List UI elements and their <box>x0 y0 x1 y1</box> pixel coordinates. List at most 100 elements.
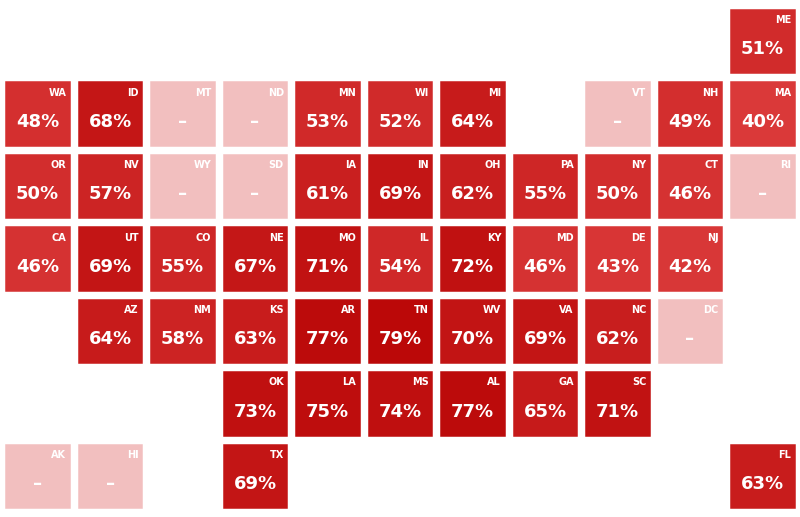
FancyBboxPatch shape <box>583 224 652 293</box>
Text: NV: NV <box>123 160 139 170</box>
FancyBboxPatch shape <box>438 297 506 365</box>
Text: ME: ME <box>775 15 791 25</box>
Text: IL: IL <box>419 233 429 242</box>
Text: 69%: 69% <box>378 185 422 203</box>
FancyBboxPatch shape <box>294 297 362 365</box>
Text: AZ: AZ <box>124 305 139 315</box>
Text: NJ: NJ <box>707 233 718 242</box>
FancyBboxPatch shape <box>510 224 579 293</box>
Text: 69%: 69% <box>234 475 277 493</box>
Text: MD: MD <box>556 233 574 242</box>
Text: 61%: 61% <box>306 185 349 203</box>
Text: 62%: 62% <box>596 330 639 348</box>
Text: 68%: 68% <box>89 113 132 131</box>
FancyBboxPatch shape <box>366 152 434 220</box>
Text: KS: KS <box>269 305 284 315</box>
Text: TX: TX <box>270 450 284 460</box>
FancyBboxPatch shape <box>728 442 797 510</box>
Text: 64%: 64% <box>89 330 132 348</box>
FancyBboxPatch shape <box>438 224 506 293</box>
Text: DE: DE <box>631 233 646 242</box>
FancyBboxPatch shape <box>221 224 290 293</box>
Text: NE: NE <box>269 233 284 242</box>
Text: 55%: 55% <box>523 185 566 203</box>
Text: MA: MA <box>774 87 791 98</box>
Text: NH: NH <box>702 87 718 98</box>
Text: VA: VA <box>559 305 574 315</box>
Text: PA: PA <box>560 160 574 170</box>
FancyBboxPatch shape <box>728 7 797 75</box>
Text: 71%: 71% <box>306 257 349 276</box>
FancyBboxPatch shape <box>438 79 506 148</box>
Text: –: – <box>178 185 187 203</box>
FancyBboxPatch shape <box>583 152 652 220</box>
Text: –: – <box>33 475 42 493</box>
Text: 63%: 63% <box>234 330 277 348</box>
Text: 40%: 40% <box>741 113 784 131</box>
Text: AL: AL <box>487 377 501 387</box>
FancyBboxPatch shape <box>148 79 217 148</box>
Text: GA: GA <box>558 377 574 387</box>
Text: CO: CO <box>196 233 211 242</box>
Text: NY: NY <box>631 160 646 170</box>
Text: DC: DC <box>703 305 718 315</box>
Text: 70%: 70% <box>451 330 494 348</box>
Text: WY: WY <box>194 160 211 170</box>
Text: 51%: 51% <box>741 40 784 58</box>
Text: 73%: 73% <box>234 403 277 421</box>
Text: AK: AK <box>51 450 66 460</box>
FancyBboxPatch shape <box>583 369 652 438</box>
FancyBboxPatch shape <box>3 442 72 510</box>
Text: 63%: 63% <box>741 475 784 493</box>
Text: WV: WV <box>483 305 501 315</box>
Text: SC: SC <box>632 377 646 387</box>
FancyBboxPatch shape <box>656 224 724 293</box>
FancyBboxPatch shape <box>76 297 144 365</box>
FancyBboxPatch shape <box>366 297 434 365</box>
Text: –: – <box>250 185 260 203</box>
Text: 52%: 52% <box>378 113 422 131</box>
Text: 62%: 62% <box>451 185 494 203</box>
Text: WI: WI <box>414 87 429 98</box>
Text: 69%: 69% <box>89 257 132 276</box>
FancyBboxPatch shape <box>656 152 724 220</box>
Text: AR: AR <box>342 305 356 315</box>
Text: HI: HI <box>127 450 139 460</box>
FancyBboxPatch shape <box>221 369 290 438</box>
Text: 46%: 46% <box>16 257 59 276</box>
Text: 50%: 50% <box>16 185 59 203</box>
Text: –: – <box>250 113 260 131</box>
Text: OK: OK <box>268 377 284 387</box>
FancyBboxPatch shape <box>728 152 797 220</box>
Text: 46%: 46% <box>668 185 711 203</box>
FancyBboxPatch shape <box>438 369 506 438</box>
Text: 49%: 49% <box>668 113 711 131</box>
Text: 77%: 77% <box>306 330 349 348</box>
FancyBboxPatch shape <box>3 224 72 293</box>
FancyBboxPatch shape <box>3 152 72 220</box>
FancyBboxPatch shape <box>728 79 797 148</box>
Text: MS: MS <box>412 377 429 387</box>
FancyBboxPatch shape <box>366 224 434 293</box>
Text: –: – <box>106 475 114 493</box>
FancyBboxPatch shape <box>294 79 362 148</box>
FancyBboxPatch shape <box>148 224 217 293</box>
FancyBboxPatch shape <box>510 297 579 365</box>
Text: 46%: 46% <box>523 257 566 276</box>
Text: 57%: 57% <box>89 185 132 203</box>
FancyBboxPatch shape <box>294 152 362 220</box>
Text: NC: NC <box>630 305 646 315</box>
Text: ND: ND <box>268 87 284 98</box>
FancyBboxPatch shape <box>221 297 290 365</box>
Text: 67%: 67% <box>234 257 277 276</box>
FancyBboxPatch shape <box>148 297 217 365</box>
Text: 64%: 64% <box>451 113 494 131</box>
Text: 54%: 54% <box>378 257 422 276</box>
Text: MN: MN <box>338 87 356 98</box>
FancyBboxPatch shape <box>656 297 724 365</box>
Text: MI: MI <box>488 87 501 98</box>
Text: IA: IA <box>346 160 356 170</box>
FancyBboxPatch shape <box>76 224 144 293</box>
Text: –: – <box>758 185 767 203</box>
Text: ID: ID <box>127 87 139 98</box>
